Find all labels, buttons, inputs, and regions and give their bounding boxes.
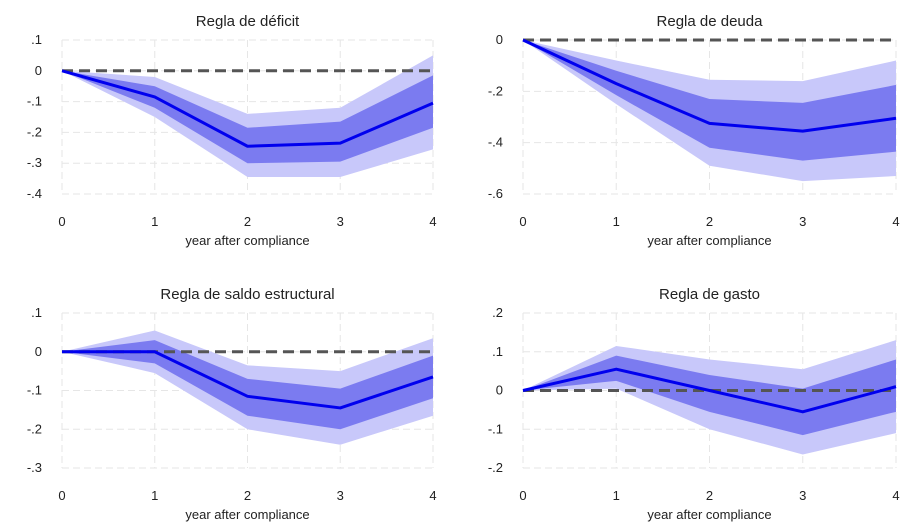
panel-deuda: Regla de deuda 0 -.2 -.4 -.6 0 1 2 3 4 year after … bbox=[488, 13, 900, 248]
panel-title: Regla de deuda bbox=[657, 13, 764, 30]
y-tick-label: -.4 bbox=[27, 186, 42, 201]
estimate-line bbox=[522, 38, 897, 133]
x-tick-label: 3 bbox=[799, 214, 806, 229]
x-tick-label: 4 bbox=[429, 214, 436, 229]
y-tick-label: -.3 bbox=[27, 155, 42, 170]
y-tick-label: -.2 bbox=[27, 124, 42, 139]
x-axis-label: year after compliance bbox=[647, 233, 771, 248]
x-tick-label: 2 bbox=[706, 488, 713, 503]
y-tick-label: -.2 bbox=[488, 83, 503, 98]
y-tick-label: .2 bbox=[492, 305, 503, 320]
inner-confidence-band bbox=[523, 355, 896, 436]
x-tick-label: 4 bbox=[429, 488, 436, 503]
y-tick-label: -.1 bbox=[27, 94, 42, 109]
y-tick-label: -.4 bbox=[488, 135, 503, 150]
x-tick-label: 2 bbox=[244, 488, 251, 503]
x-tick-label: 0 bbox=[519, 214, 526, 229]
panel-gasto: Regla de gasto .2 .1 0 -.1 -.2 0 1 2 3 4 year after… bbox=[488, 286, 900, 522]
y-tick-label: -.6 bbox=[488, 186, 503, 201]
x-tick-label: 2 bbox=[244, 214, 251, 229]
x-tick-label: 3 bbox=[799, 488, 806, 503]
x-axis-label: year after compliance bbox=[185, 233, 309, 248]
x-tick-label: 1 bbox=[151, 214, 158, 229]
x-axis-label: year after compliance bbox=[647, 507, 771, 522]
panel-title: Regla de déficit bbox=[196, 13, 300, 30]
inner-confidence-band bbox=[62, 70, 433, 164]
x-tick-label: 0 bbox=[58, 488, 65, 503]
estimate-line bbox=[62, 350, 434, 410]
estimate-line bbox=[61, 69, 434, 148]
panel-saldo-estructural: Regla de saldo estructural .1 0 -.1 -.2 -.3 0 1… bbox=[27, 286, 437, 522]
x-tick-label: 4 bbox=[892, 214, 899, 229]
y-tick-label: -.2 bbox=[488, 460, 503, 475]
y-tick-label: .1 bbox=[31, 305, 42, 320]
panel-deficit: Regla de déficit .1 0 -.1 -.2 -.3 -.4 0 1 2 3 4 year… bbox=[27, 13, 437, 248]
y-tick-label: 0 bbox=[35, 63, 42, 78]
y-tick-label: 0 bbox=[496, 32, 503, 47]
x-tick-label: 0 bbox=[519, 488, 526, 503]
estimate-line bbox=[522, 367, 897, 414]
panel-title: Regla de saldo estructural bbox=[160, 286, 334, 303]
y-tick-label: 0 bbox=[496, 383, 503, 398]
x-tick-label: 1 bbox=[613, 214, 620, 229]
y-tick-label: -.1 bbox=[488, 421, 503, 436]
x-tick-label: 3 bbox=[337, 488, 344, 503]
panel-title: Regla de gasto bbox=[659, 286, 760, 303]
y-tick-label: .1 bbox=[492, 344, 503, 359]
x-tick-label: 0 bbox=[58, 214, 65, 229]
x-tick-label: 2 bbox=[706, 214, 713, 229]
x-tick-label: 4 bbox=[892, 488, 899, 503]
y-tick-label: -.3 bbox=[27, 460, 42, 475]
x-tick-label: 1 bbox=[151, 488, 158, 503]
y-tick-label: 0 bbox=[35, 344, 42, 359]
y-tick-label: .1 bbox=[31, 32, 42, 47]
y-tick-label: -.1 bbox=[27, 383, 42, 398]
x-tick-label: 1 bbox=[613, 488, 620, 503]
y-tick-label: -.2 bbox=[27, 421, 42, 436]
x-tick-label: 3 bbox=[337, 214, 344, 229]
x-axis-label: year after compliance bbox=[185, 507, 309, 522]
